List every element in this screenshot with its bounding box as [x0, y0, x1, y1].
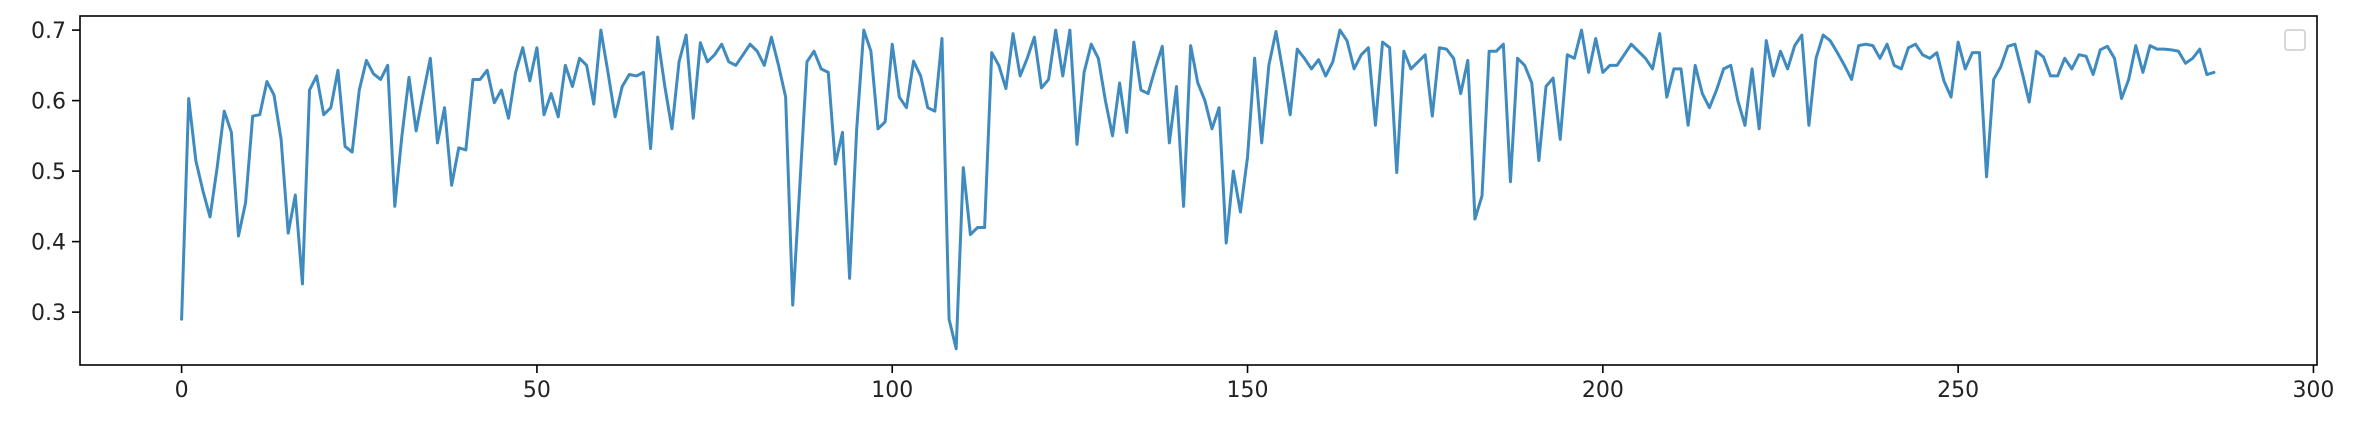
x-tick-label: 150: [1227, 378, 1269, 403]
plot-area-frame: [79, 15, 2318, 366]
tick-group: 0 50 100 150 200 250 300 0.3 0.4 0.5 0.6 0.7: [31, 19, 2334, 403]
legend-box: [2284, 29, 2306, 51]
y-tick-label: 0.3: [31, 301, 66, 326]
y-tick-label: 0.5: [31, 160, 66, 185]
x-tick-label: 200: [1582, 378, 1624, 403]
y-tick-label: 0.7: [31, 19, 66, 44]
x-tick-label: 300: [2292, 378, 2334, 403]
y-tick-label: 0.6: [31, 90, 66, 115]
x-tick-label: 250: [1937, 378, 1979, 403]
x-tick-label: 0: [175, 378, 189, 403]
series-line: [180, 28, 2216, 351]
x-tick-label: 100: [871, 378, 913, 403]
y-tick-label: 0.4: [31, 231, 66, 256]
x-tick-label: 50: [523, 378, 551, 403]
